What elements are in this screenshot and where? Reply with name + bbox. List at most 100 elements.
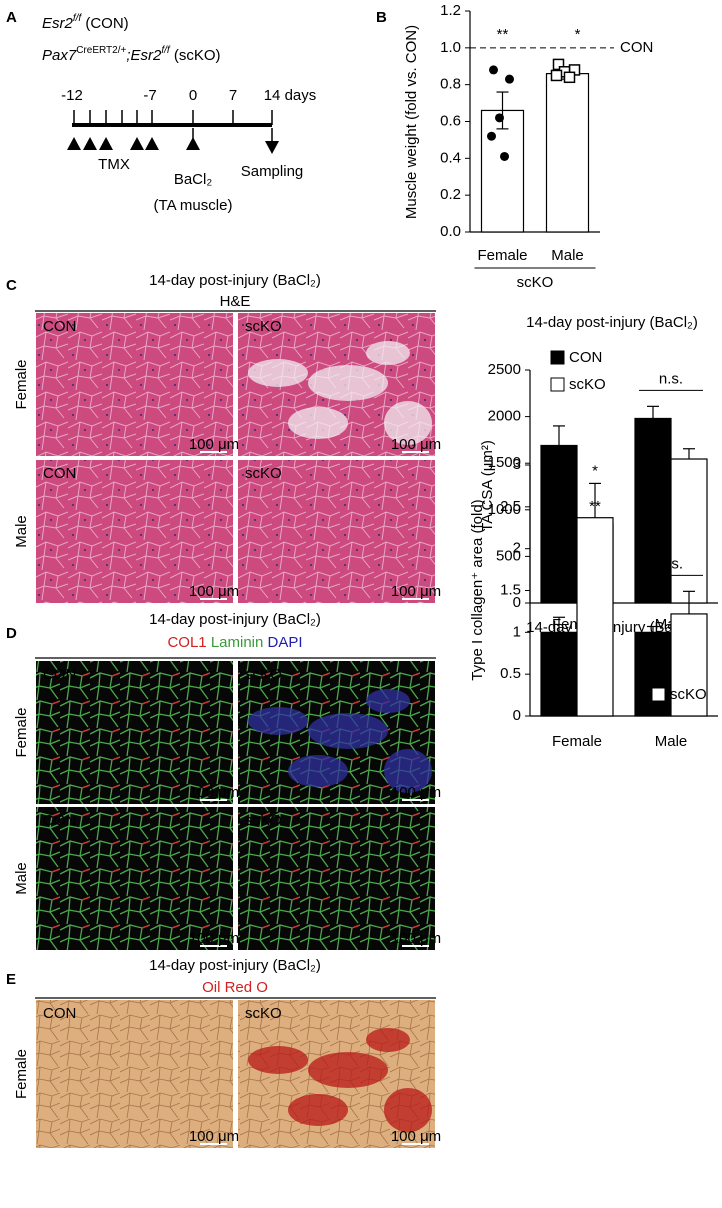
- y-tick-label: 0: [513, 594, 521, 611]
- data-point: [552, 58, 565, 71]
- timeline-tick: 14 days: [264, 87, 317, 104]
- timeline: [72, 110, 273, 127]
- tissue-region: [248, 359, 308, 387]
- panel-label: B: [376, 9, 387, 26]
- scale-bar-label: 100 μm: [189, 436, 239, 453]
- timeline-tick: -7: [143, 87, 156, 104]
- legend-swatch: [651, 687, 666, 702]
- reference-label: CON: [620, 39, 653, 56]
- panel-label: E: [6, 971, 16, 988]
- y-tick-label: 3: [513, 456, 521, 473]
- legend-swatch: [550, 377, 565, 392]
- image-label: CON: [43, 812, 76, 829]
- stain-label: H&E: [220, 293, 251, 310]
- significance: *: [575, 26, 581, 43]
- tissue-region: [308, 713, 388, 749]
- stain-name: Laminin: [211, 634, 268, 651]
- panel-label: C: [6, 277, 17, 294]
- scale-bar-label: 100 μm: [391, 784, 441, 801]
- group-label: scKO: [517, 274, 554, 291]
- y-tick-label: 0.6: [440, 112, 461, 129]
- y-tick-label: 0.4: [440, 149, 461, 166]
- tissue-region: [288, 1094, 348, 1126]
- bar: [634, 417, 672, 604]
- y-tick-label: 2500: [488, 361, 521, 378]
- y-tick-label: 0.0: [440, 223, 461, 240]
- micrograph: [238, 807, 435, 950]
- y-tick-label: 1: [513, 623, 521, 640]
- stain-label: Oil Red O: [202, 979, 268, 996]
- image-label: CON: [43, 318, 76, 335]
- scale-bar-label: 100 μm: [189, 930, 239, 947]
- stain-label: COL1 Laminin DAPI: [167, 634, 302, 651]
- tissue-region: [288, 755, 348, 787]
- genotype-con: Esr2f/f (CON): [42, 13, 129, 32]
- data-point: [505, 74, 514, 84]
- significance: **: [497, 26, 509, 43]
- image-label: scKO: [245, 1005, 282, 1022]
- y-tick-label: 0.2: [440, 186, 461, 203]
- y-tick-label: 1.5: [500, 581, 521, 598]
- scale-bar-label: 100 μm: [391, 1128, 441, 1145]
- bar: [670, 458, 708, 604]
- tissue-region: [384, 401, 432, 445]
- image-label: scKO: [245, 465, 282, 482]
- image-label: CON: [43, 666, 76, 683]
- scale-bar-label: 100 μm: [391, 583, 441, 600]
- data-point: [500, 151, 509, 161]
- data-point: [495, 113, 504, 123]
- tissue-region: [366, 341, 410, 365]
- row-label: Male: [13, 515, 30, 548]
- x-tick-label: Female: [552, 733, 602, 750]
- sampling-label: Sampling: [241, 163, 304, 180]
- micrograph: [36, 313, 233, 456]
- stain-name: COL1: [167, 634, 210, 651]
- row-label: Female: [13, 1049, 30, 1099]
- row-label: Male: [13, 862, 30, 895]
- scale-bar-label: 100 μm: [189, 583, 239, 600]
- y-axis-label: Muscle weight (fold vs. CON): [403, 25, 420, 219]
- image-label: scKO: [245, 318, 282, 335]
- image-label: CON: [43, 1005, 76, 1022]
- y-tick-label: 0.5: [500, 665, 521, 682]
- significance: *: [592, 462, 598, 479]
- y-tick-label: 1500: [488, 454, 521, 471]
- x-tick-label: Male: [655, 733, 688, 750]
- micrograph: [36, 1000, 233, 1148]
- row-label: Female: [13, 707, 30, 757]
- y-tick-label: 500: [496, 547, 521, 564]
- legend-label: scKO: [569, 376, 606, 393]
- tissue-region: [308, 365, 388, 401]
- bar: [670, 613, 708, 717]
- bar: [545, 73, 590, 233]
- tissue-region: [248, 707, 308, 735]
- legend-label: CON: [569, 349, 602, 366]
- y-tick-label: 1.2: [440, 2, 461, 19]
- scale-bar-label: 100 μm: [391, 436, 441, 453]
- x-tick-label: Female: [477, 247, 527, 264]
- timeline-tick: 7: [229, 87, 237, 104]
- y-tick-label: 2.5: [500, 498, 521, 515]
- data-point: [489, 65, 498, 75]
- site-label: (TA muscle): [154, 197, 233, 214]
- scale-bar-label: 100 μm: [391, 930, 441, 947]
- significance: n.s.: [659, 370, 683, 387]
- data-point: [563, 71, 576, 84]
- tissue-region: [366, 689, 410, 713]
- bar: [540, 444, 578, 604]
- micrograph: [36, 807, 233, 950]
- micrograph: [238, 460, 435, 603]
- stain-name: DAPI: [268, 634, 303, 651]
- genotype-sckO: Pax7CreERT2/+;Esr2f/f (scKO): [42, 45, 221, 64]
- data-point: [550, 69, 563, 82]
- scale-bar-label: 100 μm: [189, 784, 239, 801]
- y-axis-label: TA CSA (μm²): [479, 440, 496, 532]
- panel-label: D: [6, 625, 17, 642]
- legend-swatch: [550, 350, 565, 365]
- row-label: Female: [13, 359, 30, 409]
- tmx-label: TMX: [98, 156, 130, 173]
- image-label: scKO: [245, 812, 282, 829]
- x-tick-label: Male: [551, 247, 584, 264]
